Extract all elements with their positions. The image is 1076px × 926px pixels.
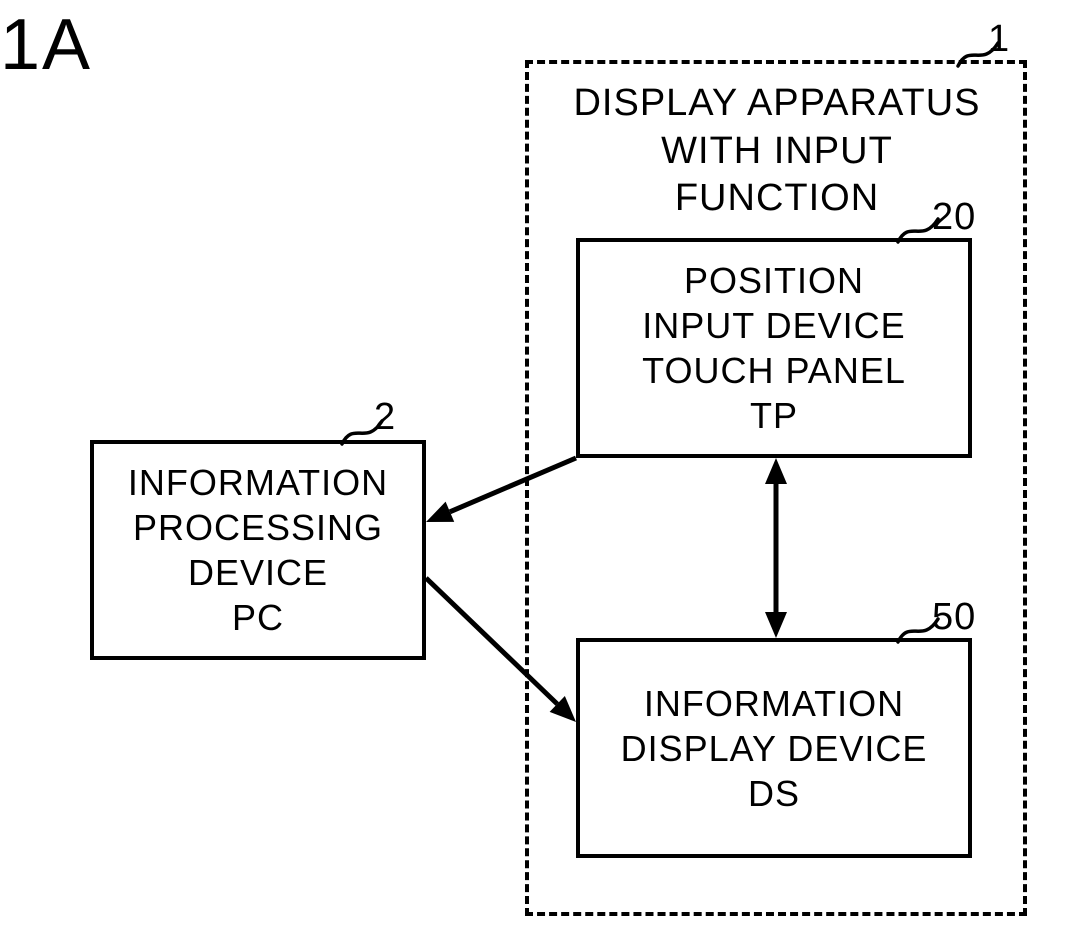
label-2-leader-curve: [340, 418, 384, 446]
information-display-device-box: INFORMATIONDISPLAY DEVICEDS: [576, 638, 972, 858]
figure-label: 1A: [0, 4, 92, 86]
information-processing-device-box: INFORMATIONPROCESSINGDEVICEPC: [90, 440, 426, 660]
label-20-leader-curve: [896, 216, 940, 244]
label-1-leader-curve: [956, 40, 1000, 68]
label-50-leader-curve: [896, 616, 940, 644]
position-input-device-box: POSITIONINPUT DEVICETOUCH PANELTP: [576, 238, 972, 458]
